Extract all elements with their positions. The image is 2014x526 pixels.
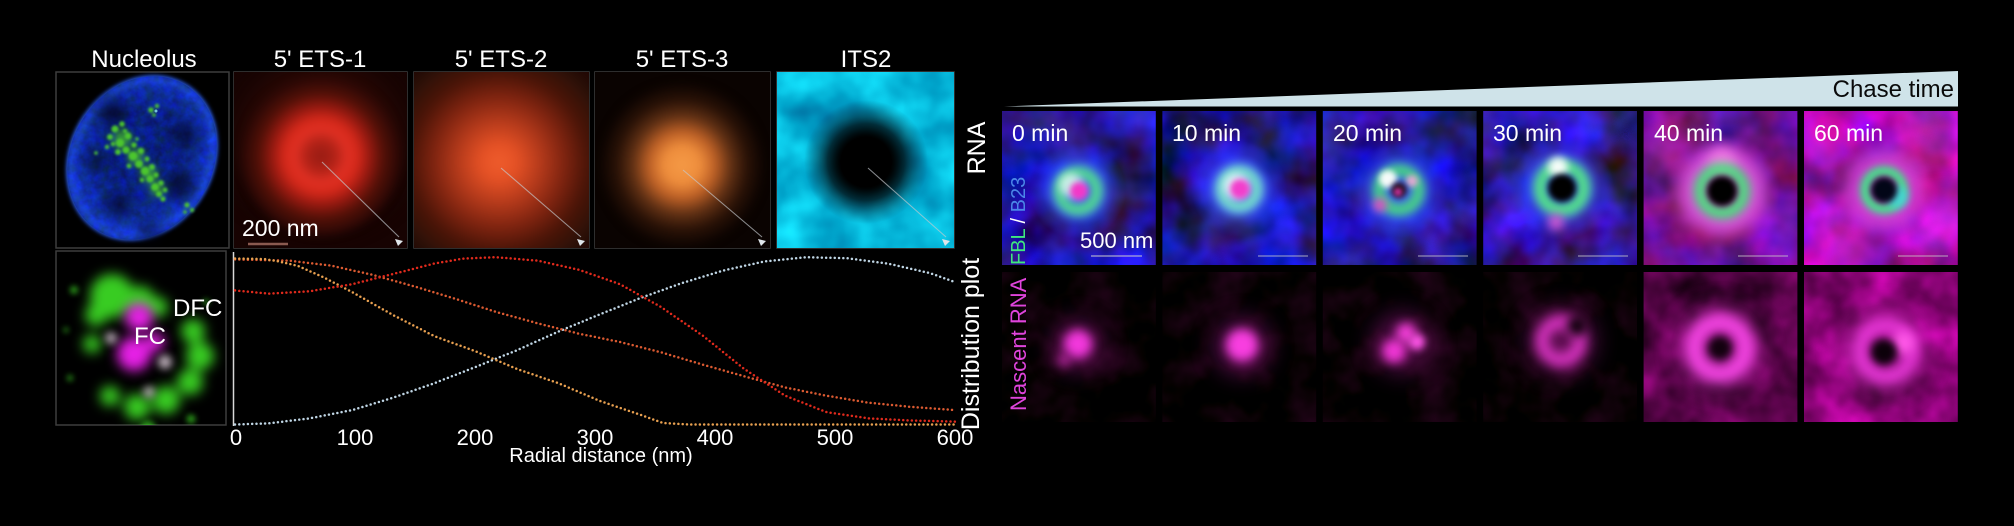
svg-text:RNA: RNA — [963, 121, 991, 174]
svg-text:10 min: 10 min — [1172, 120, 1241, 146]
svg-text:300: 300 — [577, 425, 614, 450]
svg-text:100: 100 — [337, 425, 374, 450]
svg-text:FC: FC — [134, 323, 166, 350]
svg-text:400: 400 — [697, 425, 734, 450]
svg-text:500: 500 — [817, 425, 854, 450]
svg-text:Distribution plot: Distribution plot — [957, 258, 985, 430]
svg-text:5' ETS-2: 5' ETS-2 — [455, 46, 548, 73]
svg-text:ITS2: ITS2 — [841, 46, 892, 73]
svg-text:5' ETS-1: 5' ETS-1 — [274, 46, 367, 73]
svg-text:Nascent RNA: Nascent RNA — [1006, 277, 1031, 411]
svg-text:DFC: DFC — [173, 295, 222, 322]
svg-text:60 min: 60 min — [1814, 120, 1883, 146]
svg-text:Nucleolus: Nucleolus — [91, 46, 196, 73]
svg-text:0: 0 — [230, 425, 242, 450]
svg-text:FBL / B23: FBL / B23 — [1008, 177, 1030, 265]
svg-text:20 min: 20 min — [1333, 120, 1402, 146]
svg-text:500 nm: 500 nm — [1080, 228, 1153, 253]
svg-text:200 nm: 200 nm — [242, 215, 319, 241]
svg-text:Radial distance (nm): Radial distance (nm) — [509, 445, 692, 467]
svg-text:40 min: 40 min — [1654, 120, 1723, 146]
svg-text:600: 600 — [937, 425, 974, 450]
svg-text:5' ETS-3: 5' ETS-3 — [636, 46, 729, 73]
svg-text:0 min: 0 min — [1012, 120, 1068, 146]
svg-text:200: 200 — [457, 425, 494, 450]
svg-text:30 min: 30 min — [1493, 120, 1562, 146]
svg-text:Chase time: Chase time — [1833, 76, 1954, 103]
